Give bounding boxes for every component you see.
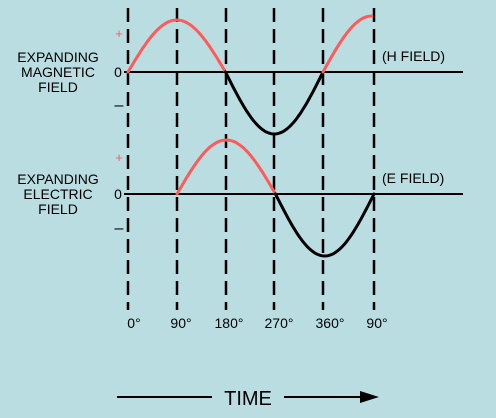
h-field-minus-sign: –: [115, 97, 124, 114]
e-field-label-line-3: FIELD: [38, 201, 78, 217]
h-field-wave: [126, 14, 374, 136]
h-field-negative-half: [224, 70, 325, 136]
tick-label-0: 0°: [127, 315, 140, 331]
time-label: TIME: [224, 388, 272, 410]
tick-label-2: 180°: [215, 315, 244, 331]
h-field-positive-half-1: [126, 18, 227, 74]
e-field-positive-half: [175, 138, 277, 196]
e-field-label-line-1: EXPANDING: [17, 171, 98, 187]
phase-gridlines: [126, 8, 376, 310]
e-field-plus-sign: +: [115, 150, 123, 165]
tick-label-3: 270°: [265, 315, 294, 331]
h-field-tag: (H FIELD): [382, 48, 445, 64]
e-field-zero-label: 0: [114, 186, 122, 202]
h-field-positive-half-2: [321, 14, 374, 74]
h-field-zero-label: 0: [114, 64, 122, 80]
tick-label-1: 90°: [170, 315, 191, 331]
h-field-label-line-2: MAGNETIC: [21, 64, 95, 80]
tick-label-5: 90°: [366, 315, 387, 331]
e-field-tag: (E FIELD): [382, 170, 444, 186]
h-field-plus-sign: +: [115, 26, 123, 41]
time-arrow: [117, 391, 379, 403]
e-field-label-line-2: ELECTRIC: [23, 186, 92, 202]
h-field-label-line-3: FIELD: [38, 79, 78, 95]
h-field-label-line-1: EXPANDING: [17, 49, 98, 65]
e-field-wave: [175, 138, 376, 258]
e-field-minus-sign: –: [115, 220, 124, 237]
time-arrow-head: [360, 391, 379, 403]
e-field-negative-half: [274, 192, 376, 258]
tick-label-4: 360°: [316, 315, 345, 331]
